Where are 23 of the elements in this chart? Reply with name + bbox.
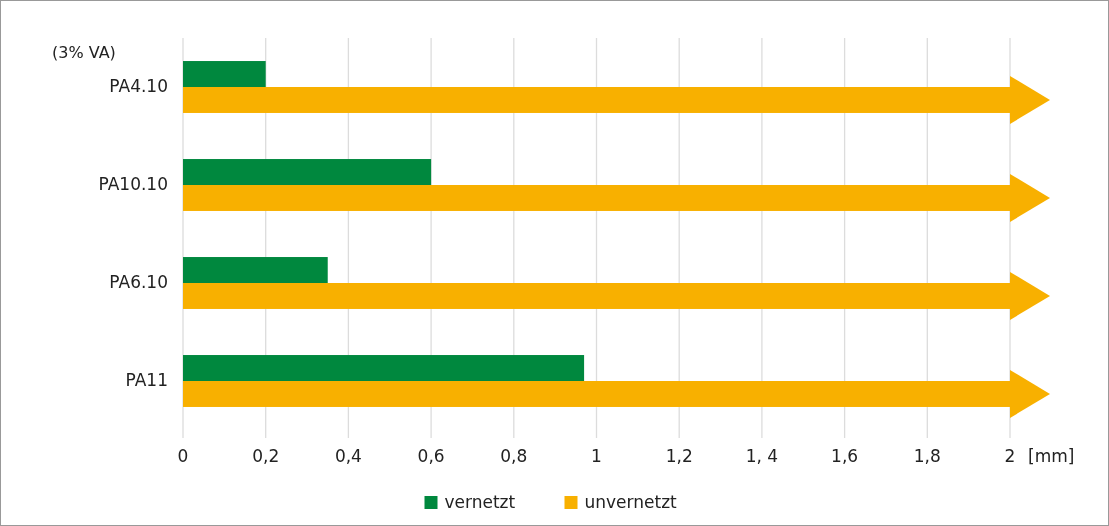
x-tick-label: 2 [1004, 446, 1016, 466]
y-tick-label: PA6.10 [109, 272, 168, 292]
x-tick-label: 1,2 [665, 446, 693, 466]
legend-label: vernetzt [444, 492, 516, 512]
y-tick-label: PA10.10 [98, 174, 168, 194]
x-tick-label: 1, 4 [745, 446, 779, 466]
bar [183, 257, 328, 283]
x-tick-label: 1,8 [913, 446, 941, 466]
x-tick-label: 0,6 [417, 446, 445, 466]
bar [183, 355, 585, 381]
x-tick-label: 0 [177, 446, 189, 466]
x-tick-label: 0,8 [500, 446, 528, 466]
x-tick-label: 0,4 [334, 446, 362, 466]
y-tick-label: PA11 [125, 370, 168, 390]
x-tick-label: 0,2 [252, 446, 280, 466]
text: (3% VA) [52, 43, 116, 62]
bar [183, 159, 432, 185]
y-tick-label: PA4.10 [109, 76, 168, 96]
x-axis-title: [mm] [1028, 446, 1075, 466]
x-tick-label: 1 [591, 446, 602, 466]
legend-label: unvernetzt [584, 492, 678, 512]
bar [183, 61, 266, 87]
x-tick-label: 1,6 [831, 446, 859, 466]
